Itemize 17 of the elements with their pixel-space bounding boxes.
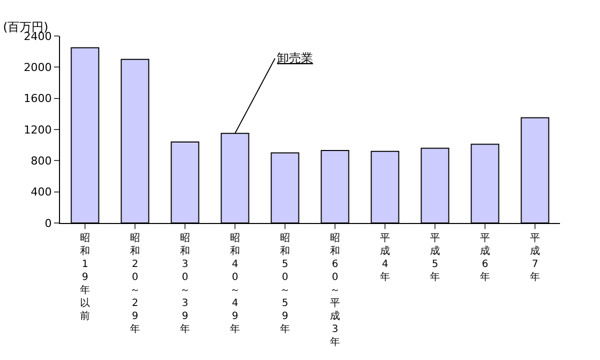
category-label: 昭和60～平成3年 [330,233,340,348]
y-tick-label: 2000 [24,61,52,74]
x-tick-label: 平成4年 [380,233,390,283]
y-tick-label: 0 [44,216,52,230]
x-tick-label: 昭和19年以前 [80,233,90,322]
x-tick-label: 昭和30～39年 [180,233,190,335]
annotation: 卸売業 [277,51,313,65]
y-tick-label: 800 [30,154,52,168]
y-tick-label: 1200 [24,123,52,136]
x-tick-label: 平成6年 [480,233,490,283]
x-tick-label: 平成7年 [530,233,540,283]
x-tick-label: 昭和50～59年 [280,233,290,335]
x-tick-label: 平成5年 [430,233,440,283]
x-tick-label: 昭和40～49年 [230,233,240,335]
y-tick-label: 1600 [24,92,52,106]
y-tick-label: 400 [30,186,52,199]
x-tick-label: 昭和20～29年 [130,233,140,335]
